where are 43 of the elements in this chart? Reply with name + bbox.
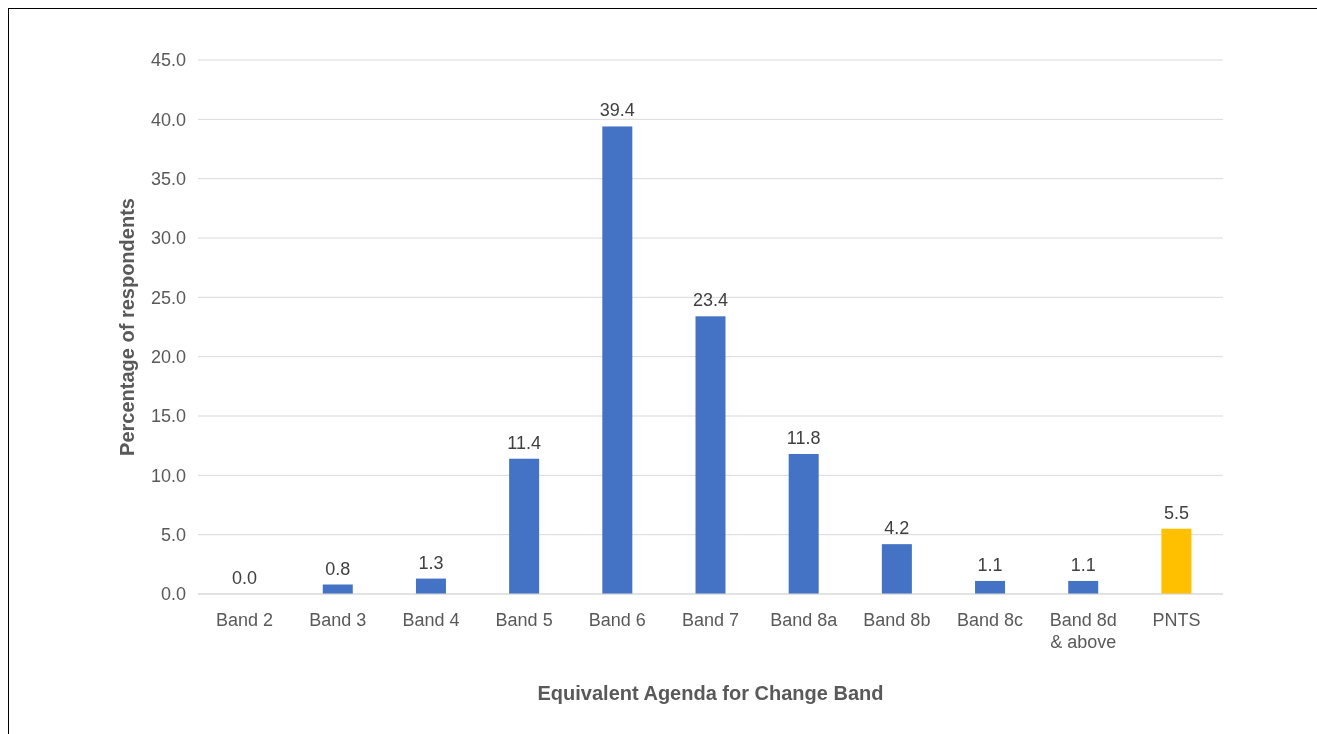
x-tick-label: Band 7 [681,610,740,630]
bar [695,316,726,594]
x-axis-title: Equivalent Agenda for Change Band [537,682,884,704]
data-label: 0.0 [232,568,258,588]
data-label: 5.5 [1163,502,1189,523]
x-tick-label: Band 8c [957,610,1024,630]
y-tick-label: 40.0 [150,109,186,130]
bar [881,544,912,594]
x-tick-label: Band 8a [770,610,839,630]
data-label: 11.4 [507,432,541,453]
y-tick-label: 20.0 [150,346,186,367]
data-label: 1.1 [1070,554,1096,575]
data-label: 1.1 [977,554,1003,575]
data-label: 0.8 [325,558,351,579]
x-tick-label: Band 8b [863,610,931,630]
y-tick-label: 35.0 [150,168,186,189]
bar [975,580,1006,594]
data-label: 23.4 [692,290,729,311]
x-tick-label: PNTS [1152,610,1201,630]
y-tick-label: 15.0 [150,406,186,427]
bar [1068,580,1099,594]
x-tick-label: Band 8d & above [1049,610,1117,652]
data-label: 1.3 [418,552,444,573]
x-tick-label: Band 5 [495,610,553,630]
y-tick-label: 10.0 [150,465,186,486]
data-label: 39.4 [599,100,635,121]
y-tick-label: 25.0 [150,287,186,308]
data-label: 4.2 [884,518,910,539]
x-tick-label: Band 4 [402,610,460,630]
bar [788,453,819,594]
y-tick-label: 30.0 [150,228,186,249]
x-tick-label: Band 6 [588,610,646,630]
y-tick-label: 45.0 [150,50,186,71]
y-axis-title: Percentage of respondents [116,198,138,456]
y-tick-label: 0.0 [160,584,186,605]
x-tick-label: Band 2 [216,610,274,630]
data-label: 11.8 [786,427,821,448]
bar [602,126,633,594]
bar [415,578,446,594]
x-tick-label: Band 3 [309,610,367,630]
y-tick-label: 5.0 [160,524,186,545]
bar [509,458,540,594]
bar [1161,528,1192,594]
